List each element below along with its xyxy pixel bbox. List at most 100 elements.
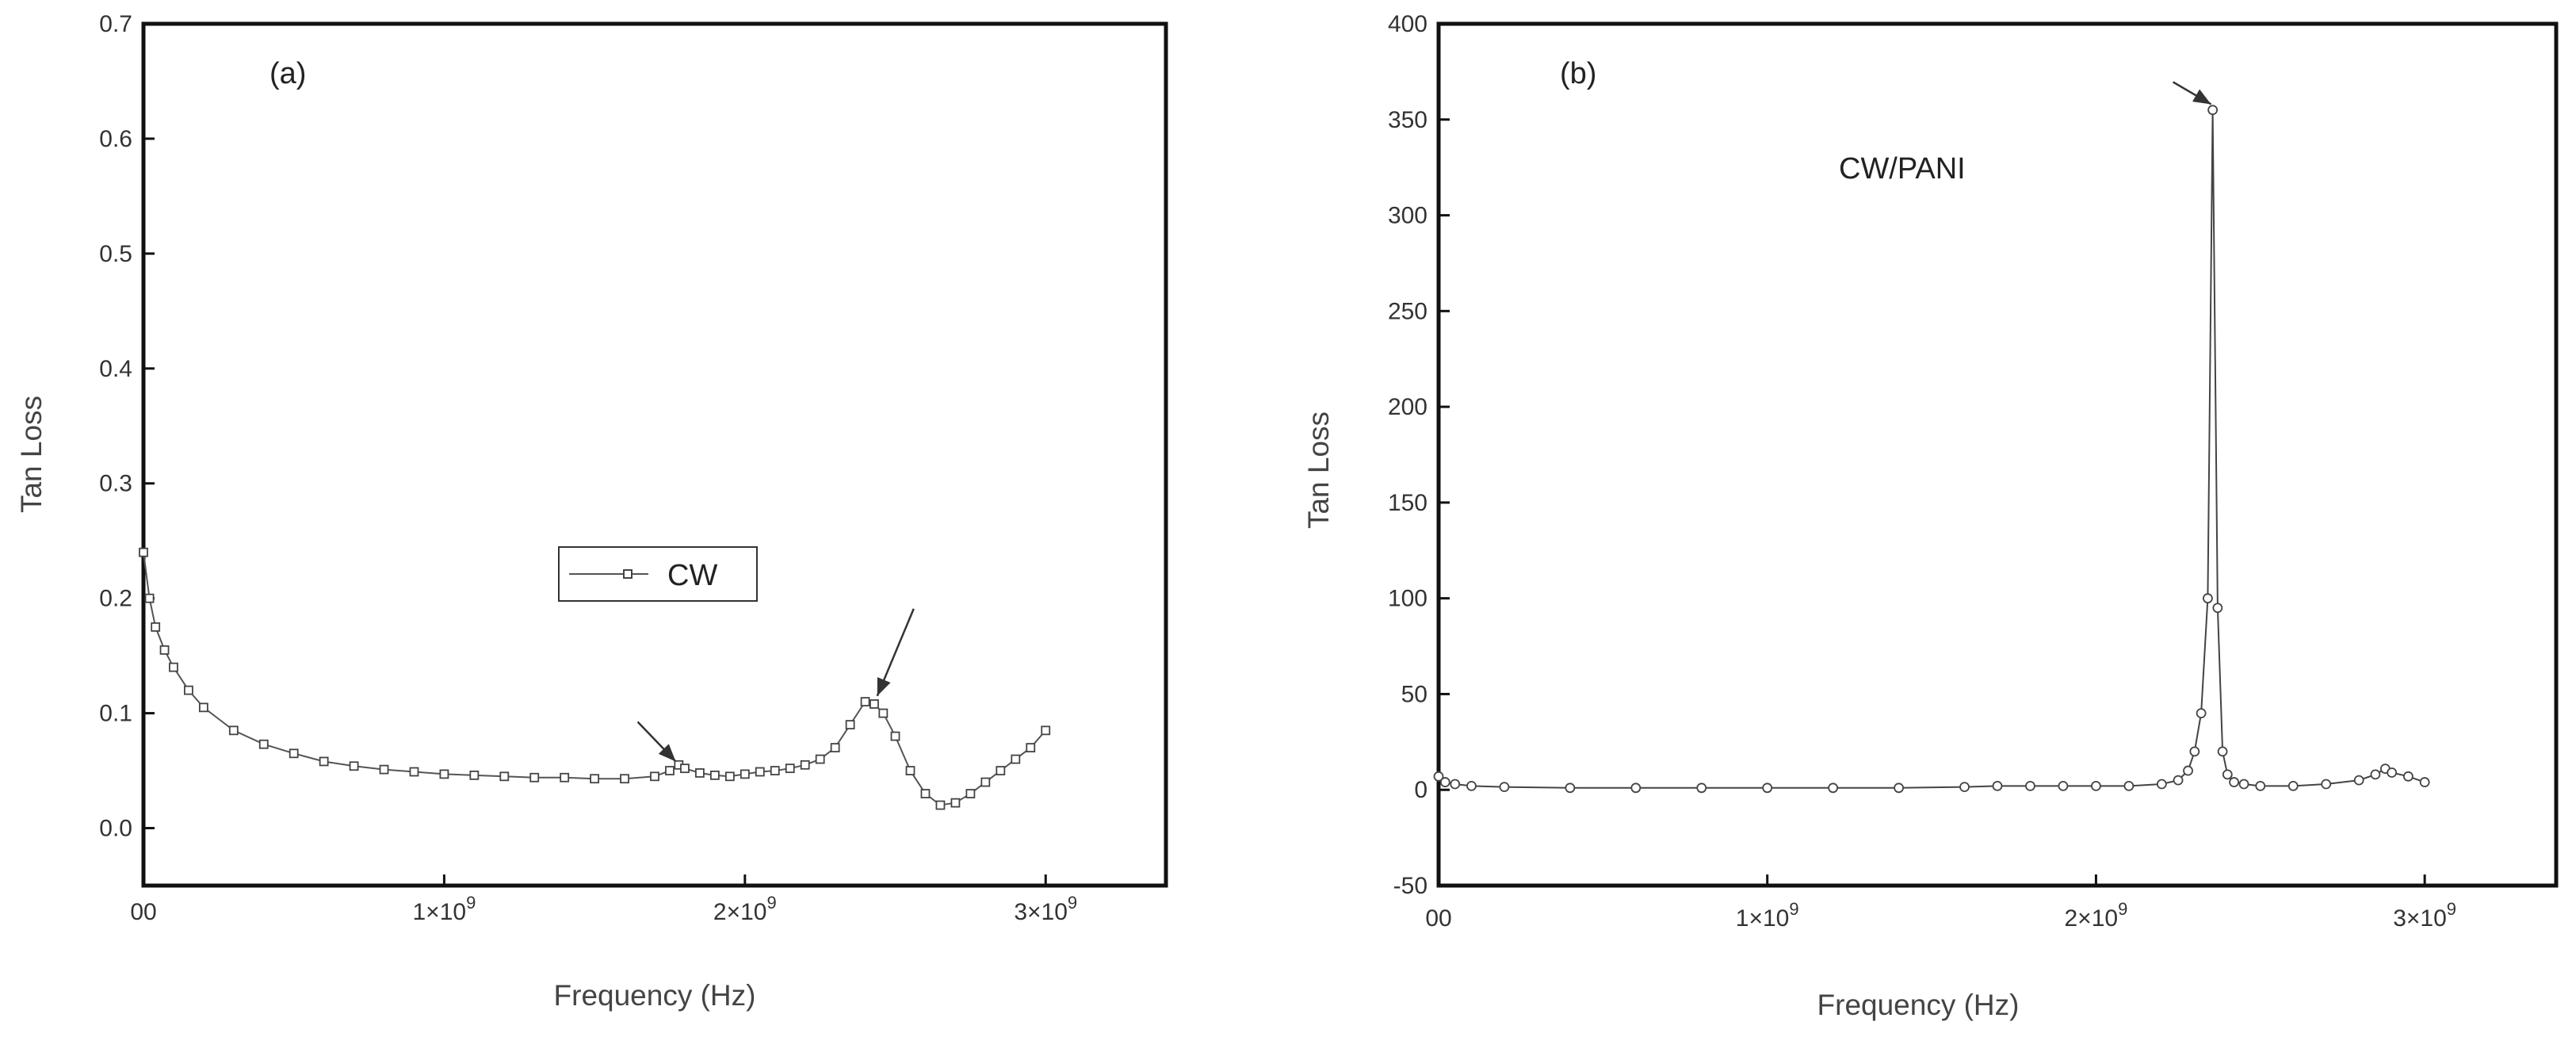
panel-a-data-point: [439, 769, 449, 779]
panel-b-data-point: [2255, 780, 2266, 791]
panel-b-data-point: [1450, 779, 1461, 790]
panel-a-y-tick-label: 0.7: [99, 11, 132, 37]
panel-a-data-point: [198, 702, 208, 713]
panel-a-data-point: [905, 766, 915, 775]
panel-a-data-point: [815, 754, 825, 764]
panel-b-y-tick-label: -50: [1393, 873, 1428, 899]
panel-b-data-point: [2217, 746, 2228, 757]
panel-a-data-point: [935, 800, 946, 810]
panel-b-data-point: [2402, 771, 2414, 782]
panel-a-y-tick-label: 0.5: [99, 241, 132, 267]
panel-a-data-point: [590, 774, 600, 784]
panel-a-data-point: [319, 756, 329, 767]
panel-b-data-point: [1696, 783, 1707, 794]
panel-b-data-point: [2173, 775, 2184, 786]
panel-a-label: (a): [269, 57, 306, 90]
panel-b-data-point: [1992, 780, 2003, 791]
panel-b-annotation: CW/PANI: [1839, 152, 1966, 186]
panel-b-y-tick-label: 200: [1388, 394, 1428, 420]
panel-a-data-point: [258, 739, 269, 749]
panel-b-x-axis-title: Frequency (Hz): [1817, 989, 2020, 1021]
panel-a-data-point: [289, 748, 299, 759]
panel-b-chart: -50 0 50 100 150 200 250 300 350 400 00 1×109 2×109 3…: [1302, 11, 2559, 1021]
panel-a-data-point: [560, 772, 570, 783]
panel-b-annotation-arrow: [2172, 81, 2212, 105]
panel-b-x-tick-label: 2×109: [2064, 899, 2127, 932]
panel-b-data-point: [2222, 769, 2233, 780]
panel-a-chart: 0.0 0.1 0.2 0.3 0.4 0.5 0.6 0.7 00 1×109 2×109 3×10…: [15, 11, 1168, 1012]
panel-a-data-point: [650, 771, 659, 782]
panel-a-annotation-arrow: [636, 721, 677, 763]
panel-a-y-tick-label: 0.4: [99, 356, 132, 382]
panel-a-data-point: [950, 798, 961, 808]
panel-a-x-tick-label: 00: [130, 899, 156, 925]
panel-a-data-point: [499, 771, 510, 782]
panel-b-data-point: [2229, 777, 2239, 787]
panel-b-y-tick-label: 50: [1401, 681, 1428, 707]
panel-b-data-point: [2189, 746, 2200, 757]
panel-b-y-tick-label: 0: [1414, 777, 1428, 803]
panel-b-x-tick-label: 3×109: [2393, 899, 2456, 932]
panel-b-data-point: [1433, 771, 1444, 782]
panel-a-x-axis-title: Frequency (Hz): [554, 979, 756, 1012]
panel-a-data-point: [529, 772, 540, 783]
panel-a-data-point: [980, 777, 991, 787]
panel-b-data-point: [1499, 782, 1510, 792]
panel-a-data-point: [890, 731, 900, 741]
panel-a-annotation-arrow: [876, 608, 915, 697]
panel-a-data-point: [755, 767, 765, 777]
panel-b-y-tick-label: 250: [1388, 298, 1428, 324]
panel-b-data-point: [2123, 780, 2135, 791]
panel-a-data-point: [379, 764, 389, 775]
panel-a-data-point: [869, 699, 879, 709]
panel-b-data-point: [1828, 783, 1839, 794]
panel-b-y-tick-label: 150: [1388, 490, 1428, 516]
panel-a-x-tick-label: 3×109: [1014, 893, 1077, 925]
panel-a-y-axis-title: Tan Loss: [15, 396, 48, 513]
panel-a-legend-marker: [623, 569, 633, 579]
panel-a-data-point: [1026, 743, 1036, 752]
panel-b-data-point: [2091, 780, 2101, 791]
panel-a-data-point: [878, 708, 889, 718]
panel-a-y-tick-label: 0.2: [99, 586, 132, 612]
panel-b-data-point: [1439, 777, 1450, 787]
panel-a-data-point: [724, 771, 735, 782]
panel-a-y-tick-label: 0.1: [99, 701, 132, 727]
panel-b-data-point: [2196, 708, 2207, 718]
panel-a-data-point: [620, 774, 629, 784]
panel-a-data-point: [169, 662, 178, 672]
panel-b-x-tick-label: 00: [1425, 905, 1451, 932]
panel-a-data-point: [680, 763, 690, 774]
panel-b-series-line: [1438, 109, 2425, 789]
panel-b-data-point: [2183, 765, 2193, 776]
panel-a-data-point: [409, 767, 419, 777]
panel-a-frame: [141, 21, 1168, 888]
panel-a-data-point: [159, 645, 170, 655]
panel-b-data-point: [2156, 779, 2167, 790]
panel-a-legend-entry: CW: [667, 559, 717, 592]
panel-a-y-tick-label: 0.0: [99, 816, 132, 842]
panel-a-data-point: [860, 697, 870, 707]
panel-a-data-point: [845, 720, 855, 729]
panel-b-data-point: [2212, 603, 2223, 614]
panel-b-data-point: [1762, 783, 1773, 794]
panel-b-data-point: [2353, 775, 2364, 786]
panel-a-data-point: [785, 763, 795, 774]
panel-a-data-point: [184, 685, 193, 695]
panel-b-data-point: [2238, 779, 2249, 790]
panel-b-data-point: [2058, 780, 2069, 791]
panel-b-data-point: [1466, 780, 1477, 791]
panel-b-y-tick-label: 400: [1388, 11, 1428, 37]
panel-a-legend: CW: [558, 546, 758, 602]
panel-a-data-point: [965, 789, 976, 798]
panel-b-frame: [1436, 21, 2559, 888]
panel-a-x-tick-label: 1×109: [412, 893, 476, 925]
panel-b-y-axis-title: Tan Loss: [1302, 411, 1335, 529]
panel-b-data-point: [1894, 783, 1904, 794]
panel-a-data-point: [740, 769, 750, 779]
panel-a-data-point: [1011, 754, 1021, 764]
panel-a-y-tick-label: 0.6: [99, 126, 132, 152]
panel-a-data-point: [709, 770, 720, 780]
panel-b-data-point: [1959, 782, 1970, 792]
panel-b-data-point: [2321, 779, 2332, 790]
